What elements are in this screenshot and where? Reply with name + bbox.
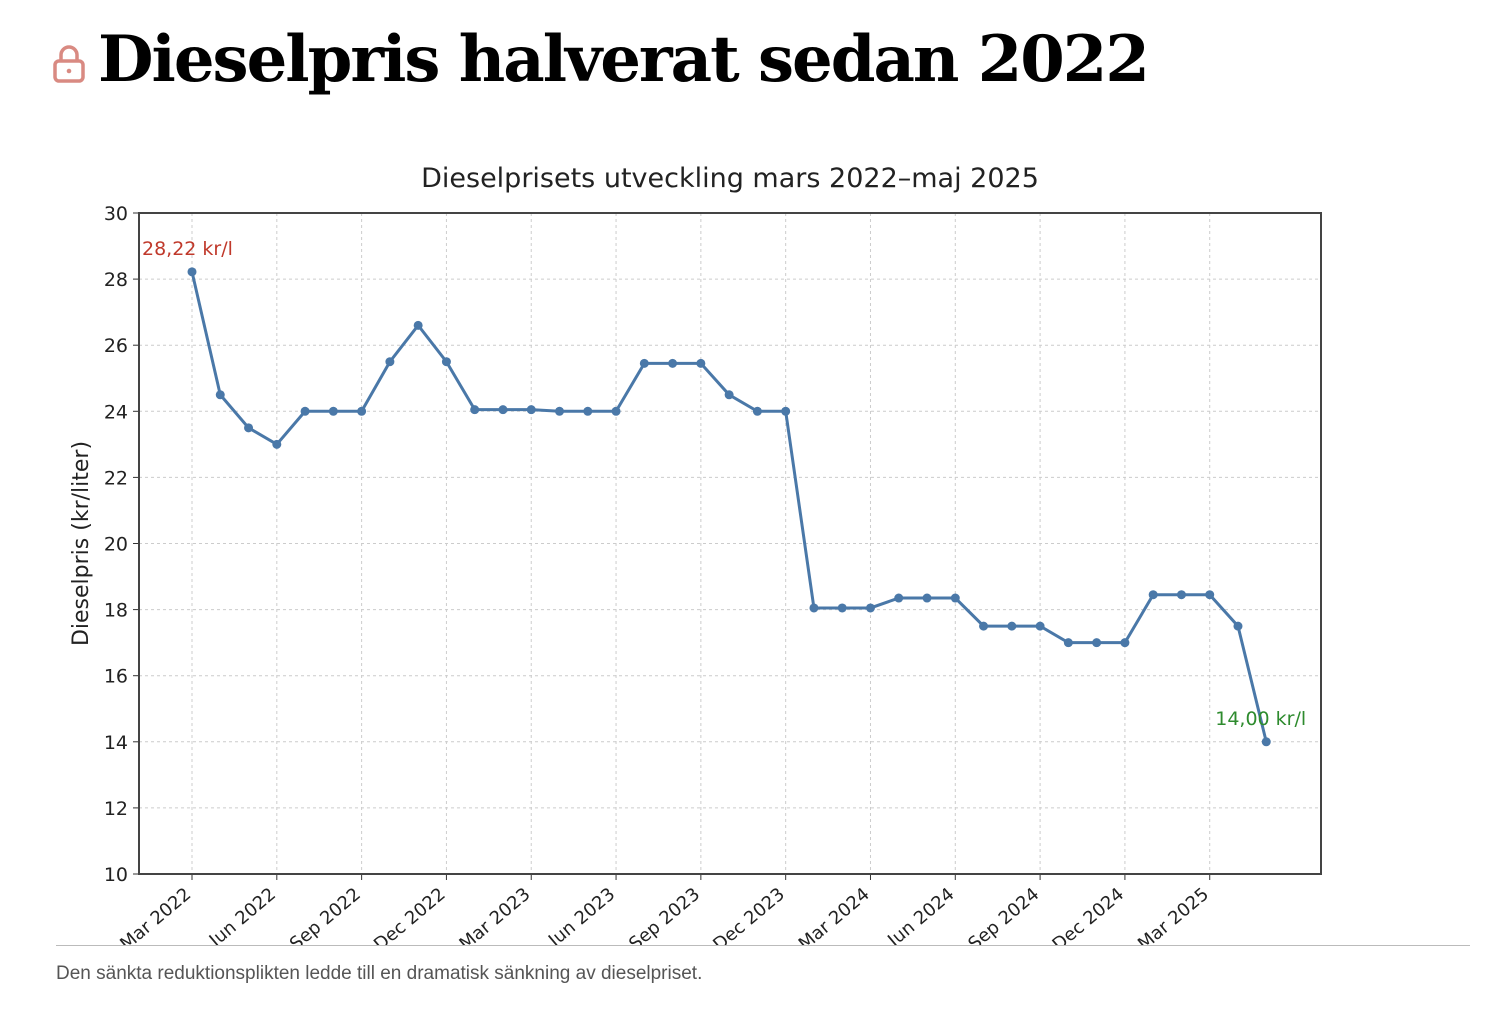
x-tick-label: Sep 2023: [625, 884, 704, 945]
data-point: [1261, 737, 1271, 747]
data-point: [611, 406, 621, 416]
data-point: [215, 390, 225, 400]
data-point: [1148, 590, 1158, 600]
data-point: [1176, 590, 1186, 600]
data-point: [470, 405, 480, 415]
data-point: [583, 406, 593, 416]
data-point: [894, 593, 904, 603]
data-point: [809, 603, 819, 613]
data-point: [1007, 621, 1017, 631]
x-tick-label: Dec 2023: [709, 884, 789, 945]
x-tick-label: Mar 2025: [1134, 884, 1213, 945]
data-point: [555, 406, 565, 416]
data-point: [922, 593, 932, 603]
data-point: [865, 603, 875, 613]
data-point: [1092, 638, 1102, 648]
data-point: [187, 267, 197, 277]
y-tick-label: 18: [104, 600, 128, 622]
y-tick-label: 28: [104, 269, 128, 291]
series-line: [190, 271, 1268, 743]
annotation-label: 28,22 kr/l: [142, 238, 233, 260]
data-point: [357, 406, 367, 416]
lock-icon: [53, 44, 85, 83]
y-tick-label: 16: [104, 666, 128, 688]
data-point: [781, 406, 791, 416]
data-point: [1205, 590, 1215, 600]
page-title: Dieselpris halverat sedan 2022: [98, 22, 1150, 97]
diesel-price-chart: Dieselprisets utveckling mars 2022–maj 2…: [69, 163, 1322, 945]
data-point: [1035, 621, 1045, 631]
x-tick-label: Mar 2022: [116, 884, 195, 945]
data-point: [385, 357, 395, 367]
y-tick-label: 24: [104, 401, 128, 423]
data-point: [752, 406, 762, 416]
data-point: [979, 621, 989, 631]
headline: Dieselpris halverat sedan 2022: [52, 22, 1150, 97]
data-point: [837, 603, 847, 613]
data-point: [272, 439, 282, 449]
image-caption: Den sänkta reduktionsplikten ledde till …: [56, 963, 703, 984]
data-point: [696, 358, 706, 368]
y-tick-label: 20: [104, 534, 128, 556]
plot-frame: [138, 212, 1322, 875]
data-point: [441, 357, 451, 367]
data-point: [526, 405, 536, 415]
x-tick-label: Dec 2022: [370, 884, 450, 945]
x-tick-label: Jun 2023: [544, 884, 619, 945]
data-point: [639, 358, 649, 368]
x-tick-label: Sep 2022: [286, 884, 365, 945]
data-point: [498, 405, 508, 415]
x-tick-label: Jun 2022: [205, 884, 280, 945]
x-tick-label: Dec 2024: [1048, 884, 1128, 945]
x-tick-label: Mar 2024: [795, 884, 874, 945]
data-point: [1063, 638, 1073, 648]
data-point: [413, 320, 423, 330]
y-tick-label: 22: [104, 467, 128, 489]
annotation-label: 14,00 kr/l: [1215, 708, 1306, 730]
data-point: [1120, 638, 1130, 648]
y-tick-label: 14: [104, 732, 128, 754]
y-axis-label: Dieselpris (kr/liter): [69, 441, 94, 646]
data-point: [300, 406, 310, 416]
data-point: [328, 406, 338, 416]
data-point: [950, 593, 960, 603]
y-tick-label: 12: [104, 798, 128, 820]
data-point: [244, 423, 254, 433]
x-tick-label: Mar 2023: [455, 884, 534, 945]
data-point: [668, 358, 678, 368]
data-point: [1233, 621, 1243, 631]
y-tick-label: 30: [104, 203, 128, 225]
x-tick-label: Jun 2024: [883, 884, 958, 945]
data-point: [724, 390, 734, 400]
y-tick-label: 10: [104, 864, 128, 886]
y-tick-label: 26: [104, 335, 128, 357]
chart-title: Dieselprisets utveckling mars 2022–maj 2…: [421, 163, 1039, 194]
x-tick-label: Sep 2024: [964, 884, 1043, 945]
divider: [56, 945, 1470, 946]
